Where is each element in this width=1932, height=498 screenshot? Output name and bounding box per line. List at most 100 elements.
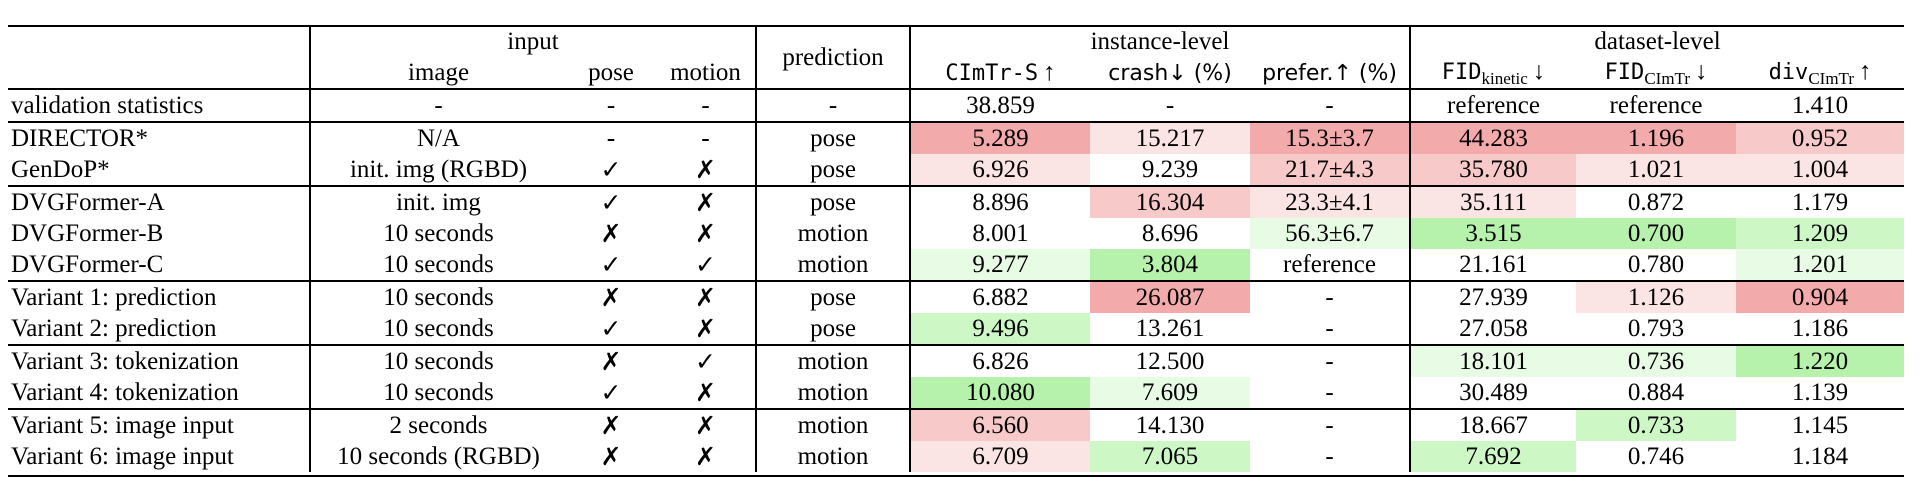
cell-prediction: pose (755, 185, 911, 218)
cell-prefer: - (1250, 280, 1411, 313)
header-prefer-label: prefer.↑ (%) (1262, 61, 1397, 86)
cell-cimtr-s: 6.560 (909, 408, 1091, 441)
cell-prefer: - (1250, 344, 1411, 377)
cell-label: DVGFormer-C (11, 251, 164, 278)
cell-crash: 12.500 (1090, 344, 1251, 377)
cell-cimtr-s: 9.496 (909, 313, 1091, 345)
validation-row: validation statistics - - - - 38.859 - -… (8, 88, 1905, 122)
cell-fid-cimtr: 0.793 (1627, 315, 1685, 342)
cell-prediction: pose (755, 121, 911, 154)
validation-crash: - (1090, 88, 1251, 122)
header-pose: pose (588, 59, 634, 86)
cell-div: 1.209 (1736, 218, 1905, 249)
cell-crash: 14.130 (1090, 408, 1251, 441)
cell-pose: ✓ (566, 185, 656, 218)
cell-motion: ✗ (656, 408, 757, 441)
cell-prediction: motion (755, 408, 911, 441)
cell-prediction: pose (755, 280, 911, 313)
cell-cimtr-s: 6.709 (909, 441, 1091, 472)
cell-pose: ✗ (600, 219, 622, 248)
validation-image: - (309, 88, 566, 122)
cell-label: DIRECTOR* (8, 121, 310, 154)
cell-image: 2 seconds (309, 408, 566, 441)
cell-prediction: pose (755, 154, 911, 186)
cell-fid-kinetic: 35.780 (1409, 154, 1577, 186)
header-row-columns: image pose motion CImTr-S ↑ crash↓ (%) p… (8, 57, 1904, 89)
cell-div: 0.952 (1736, 121, 1905, 154)
cell-image: 10 seconds (RGBD) (309, 441, 566, 472)
header-fid-kinetic-arrow: ↓ (1532, 57, 1546, 85)
cell-label: Variant 6: image input (11, 443, 234, 470)
cell-pose: ✗ (566, 408, 656, 441)
cell-motion: ✓ (656, 344, 757, 377)
cell-cimtr-s: 10.080 (909, 377, 1091, 409)
cell-div: 1.186 (1791, 315, 1849, 342)
validation-pose: - (566, 88, 656, 122)
header-image: image (309, 57, 566, 89)
header-crash: crash↓ (%) (1090, 57, 1250, 89)
table-row: Variant 1: prediction 10 seconds ✗ ✗ pose 6.8… (8, 280, 1905, 313)
cell-image: 10 seconds (309, 249, 566, 281)
validation-cimtr-s: 38.859 (909, 88, 1091, 122)
header-div: divCImTr ↑ (1736, 57, 1904, 89)
header-prediction: prediction (755, 26, 911, 89)
cell-div: 0.904 (1736, 280, 1905, 313)
cell-prefer: 15.3±3.7 (1250, 121, 1411, 154)
cell-pose: ✗ (566, 344, 656, 377)
cell-fid-kinetic: 30.489 (1409, 377, 1577, 409)
cell-cimtr-s: 6.826 (909, 344, 1091, 377)
header-empty-2 (8, 57, 310, 89)
cell-label: Variant 3: tokenization (8, 344, 310, 377)
cell-fid-cimtr: 0.733 (1576, 408, 1737, 441)
cell-div: 1.184 (1791, 443, 1849, 470)
header-fid-cimtr-arrow: ↓ (1695, 57, 1708, 85)
header-cimtr-s-label: CImTr-S (945, 61, 1039, 86)
cell-cimtr-s: 6.926 (909, 154, 1091, 186)
header-group-instance: instance-level (909, 26, 1411, 57)
header-div-arrow: ↑ (1859, 57, 1872, 85)
cell-crash: 7.609 (1090, 377, 1251, 409)
table-row: Variant 4: tokenization 10 seconds ✓ ✗ motio… (8, 377, 1904, 409)
header-empty (8, 26, 310, 57)
cell-motion: ✗ (695, 378, 716, 407)
header-fid-cimtr-sub: CImTr (1644, 68, 1690, 88)
cell-image: 10 seconds (309, 377, 566, 409)
cell-crash: 26.087 (1090, 280, 1251, 313)
cell-prefer: - (1325, 315, 1334, 342)
cell-prefer: 23.3±4.1 (1250, 185, 1411, 218)
cell-fid-kinetic: 27.058 (1409, 313, 1577, 345)
cell-fid-cimtr: 0.746 (1627, 443, 1685, 470)
cell-fid-cimtr: 1.196 (1576, 121, 1737, 154)
cell-div: 1.179 (1736, 185, 1905, 218)
header-fid-kinetic-base: FID (1441, 59, 1482, 85)
table-row: Variant 3: tokenization 10 seconds ✗ ✓ motio… (8, 344, 1905, 377)
cell-prefer: reference (1283, 251, 1376, 278)
cell-image: 10 seconds (309, 344, 566, 377)
table-row: Variant 6: image input 10 seconds (RGBD) ✗… (8, 441, 1904, 472)
header-fid-kinetic-sub: kinetic (1481, 68, 1528, 88)
header-fid-kinetic: FIDkinetic ↓ (1409, 57, 1577, 89)
cell-motion: ✗ (695, 155, 716, 184)
cell-pose: ✗ (566, 280, 656, 313)
cell-prediction: motion (755, 249, 911, 281)
table-row: DVGFormer-C 10 seconds ✓ ✓ motion 9.277 3.804 r… (8, 249, 1905, 281)
cell-crash: 13.261 (1135, 315, 1205, 342)
table-row: DIRECTOR* N/A - - pose 5.289 15.217 15.3±3.7 44.… (8, 121, 1905, 154)
header-group-dataset: dataset-level (1409, 26, 1905, 57)
cell-prediction: motion (755, 218, 911, 249)
cell-label: Variant 2: prediction (11, 315, 217, 342)
cell-motion: ✗ (695, 442, 716, 471)
cell-cimtr-s: 9.277 (909, 249, 1091, 281)
header-div-sub: CImTr (1808, 68, 1854, 88)
cell-prefer: - (1325, 379, 1334, 406)
cell-cimtr-s: 8.001 (909, 218, 1091, 249)
cell-fid-cimtr: 1.126 (1576, 280, 1737, 313)
cell-pose: ✓ (600, 155, 622, 184)
cell-div: 1.004 (1736, 154, 1905, 186)
cell-image: init. img (309, 185, 566, 218)
cell-prediction: motion (755, 377, 911, 409)
header-row-groups: input prediction instance-level dataset-… (8, 26, 1905, 89)
cell-div: 1.220 (1736, 344, 1905, 377)
cell-image: init. img (RGBD) (309, 154, 566, 186)
cell-fid-cimtr: 0.736 (1576, 344, 1737, 377)
